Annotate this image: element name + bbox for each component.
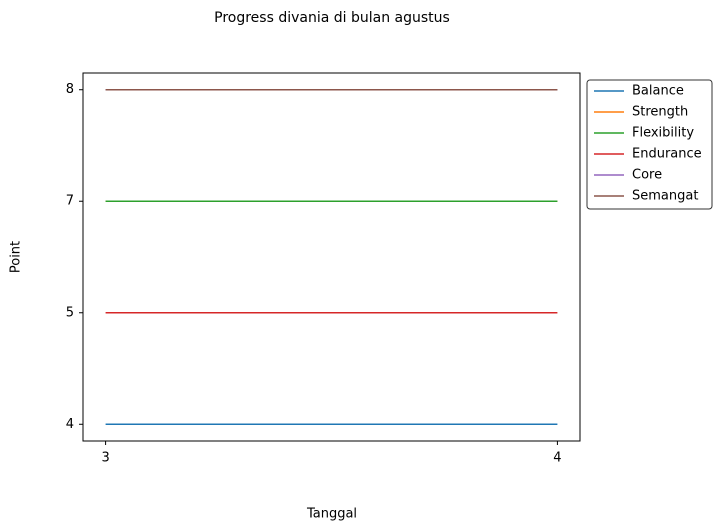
y-axis-label: Point (9, 241, 24, 273)
x-tick-label: 3 (101, 451, 109, 466)
legend-label: Semangat (632, 189, 698, 204)
y-tick-label: 4 (66, 417, 74, 432)
legend-label: Flexibility (632, 126, 694, 141)
x-tick-label: 4 (553, 451, 561, 466)
y-tick-label: 8 (66, 82, 74, 97)
legend-label: Balance (632, 84, 684, 99)
y-tick-label: 5 (66, 305, 74, 320)
chart-title: Progress divania di bulan agustus (214, 10, 450, 26)
plot-frame (82, 72, 581, 442)
legend-label: Endurance (632, 147, 702, 162)
legend-label: Strength (632, 105, 688, 120)
legend-label: Core (632, 168, 662, 183)
x-axis-label: Tanggal (306, 507, 357, 522)
y-tick-label: 7 (66, 194, 74, 209)
